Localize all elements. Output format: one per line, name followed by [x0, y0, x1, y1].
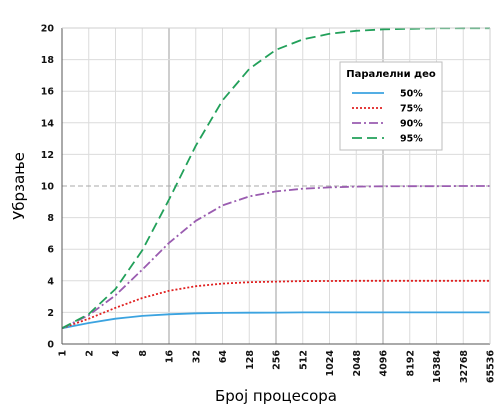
x-tick-label: 32768: [459, 350, 470, 383]
legend-label: 75%: [400, 104, 423, 115]
y-tick-label: 16: [41, 87, 55, 98]
series-line-75-percent: [61, 279, 490, 330]
x-tick-label: 4: [111, 350, 122, 357]
x-tick-label: 16384: [432, 350, 443, 383]
y-axis-label: Убрзање: [10, 152, 28, 220]
y-tick-label: 0: [47, 340, 54, 351]
series-line-90-percent: [61, 185, 490, 330]
x-tick-label: 512: [298, 350, 309, 370]
legend-label: 95%: [400, 134, 423, 145]
x-tick-label: 1024: [325, 350, 336, 377]
x-tick-label: 128: [245, 350, 256, 370]
series-line-95-percent: [61, 27, 490, 329]
x-tick-label: 1: [58, 350, 69, 357]
legend-label: 50%: [400, 89, 423, 100]
legend-entries: 50% 75% 90% 95%: [352, 89, 423, 145]
legend-box: [339, 61, 443, 151]
x-tick-label: 32: [191, 350, 202, 363]
x-tick-label: 65536: [486, 350, 497, 383]
series-lines: [61, 27, 490, 330]
y-tick-label: 6: [47, 245, 54, 256]
y-tick-label: 14: [41, 118, 55, 129]
y-tick-label: 20: [41, 24, 55, 35]
x-tick-label: 64: [218, 350, 229, 364]
x-tick-label: 2: [84, 350, 95, 357]
x-tick-label: 2048: [352, 350, 363, 377]
legend-label: 90%: [400, 119, 423, 130]
legend-title: Паралелни део: [346, 69, 436, 80]
y-axis-ticks: 0 2 4 6 8 10 12 14 16 18 20: [41, 24, 55, 351]
x-tick-label: 16: [165, 350, 176, 364]
y-tick-label: 10: [41, 182, 55, 193]
x-tick-label: 256: [272, 350, 283, 370]
y-tick-label: 2: [47, 308, 54, 319]
y-tick-label: 4: [47, 276, 54, 287]
x-axis-label: Број процесора: [215, 387, 337, 405]
legend: Паралелни део 50% 75% 90% 95%: [339, 61, 443, 151]
x-axis-ticks: 1 2 4 8 16 32 64 128 256 512 1024 2048 4096 8192 16384…: [58, 350, 497, 383]
x-tick-label: 8192: [405, 350, 416, 376]
x-tick-label: 8: [138, 350, 149, 357]
series-line-50-percent: [61, 311, 490, 330]
y-tick-label: 8: [47, 213, 54, 224]
y-tick-label: 18: [41, 55, 55, 66]
y-tick-label: 12: [41, 150, 54, 161]
x-tick-label: 4096: [379, 350, 390, 377]
